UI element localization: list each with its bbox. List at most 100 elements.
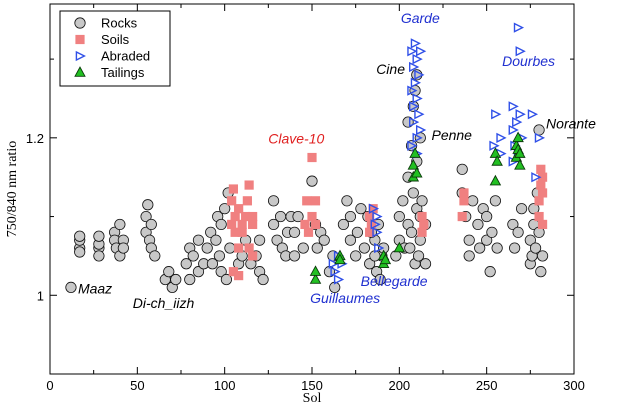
rocks-point-17 xyxy=(140,210,152,223)
soils-point-7 xyxy=(234,243,244,253)
abraded-point-6 xyxy=(370,219,381,230)
series-tailings xyxy=(309,131,526,284)
soils-point-18 xyxy=(300,219,310,230)
abraded-point-26 xyxy=(489,140,500,151)
soils-point-39 xyxy=(537,219,548,230)
rocks-point-142 xyxy=(374,273,386,286)
rocks-point-37 xyxy=(210,234,222,246)
soils-point-22 xyxy=(307,152,317,163)
rocks-point-80 xyxy=(364,258,376,270)
soils-point-13 xyxy=(244,180,254,190)
tailings-point-9 xyxy=(407,159,420,170)
tailings-point-14 xyxy=(489,174,502,186)
rocks-point-104 xyxy=(472,218,484,231)
rocks-point-56 xyxy=(271,234,283,246)
tailings-point-13 xyxy=(491,155,503,166)
annotation-penne: Penne xyxy=(431,127,472,143)
annotation-garde: Garde xyxy=(401,10,440,26)
annotation-guillaumes: Guillaumes xyxy=(310,290,380,306)
rocks-point-3 xyxy=(74,230,86,242)
rocks-point-76 xyxy=(351,226,364,238)
soils-point-4 xyxy=(230,227,240,237)
abraded-point-16 xyxy=(410,77,422,88)
soils-point-35 xyxy=(534,211,544,222)
soils-point-41 xyxy=(537,188,548,198)
rocks-point-75 xyxy=(350,250,362,262)
rocks-point-51 xyxy=(254,234,266,246)
tailings-point-7 xyxy=(393,241,406,253)
annotation-dourbes: Dourbes xyxy=(502,53,555,69)
abraded-point-21 xyxy=(414,69,425,80)
abraded-point-37 xyxy=(515,46,526,57)
rocks-point-24 xyxy=(163,266,175,278)
rocks-point-77 xyxy=(355,203,367,215)
abraded-point-20 xyxy=(414,109,425,120)
rocks-point-34 xyxy=(201,242,213,254)
x-tick-label-150: 150 xyxy=(301,378,323,393)
series-rocks xyxy=(65,69,549,294)
abraded-point-27 xyxy=(491,109,502,120)
rocks-point-74 xyxy=(344,210,357,223)
rocks-point-45 xyxy=(224,242,236,254)
rocks-point-102 xyxy=(463,250,475,262)
soils-point-38 xyxy=(536,164,546,174)
rocks-point-35 xyxy=(205,226,217,238)
soils-point-11 xyxy=(241,211,251,222)
abraded-point-9 xyxy=(374,242,385,254)
rocks-point-126 xyxy=(535,266,547,278)
rocks-point-42 xyxy=(219,203,231,215)
soils-point-30 xyxy=(417,211,427,222)
annotation-norante: Norante xyxy=(546,115,596,131)
rocks-point-72 xyxy=(341,195,353,207)
axes-layer: 0 50 100 150 200 250 300 1 1.2 xyxy=(26,4,585,393)
y-tick-label-1: 1 xyxy=(37,288,44,303)
rocks-point-101 xyxy=(463,234,475,246)
abraded-point-7 xyxy=(372,227,383,238)
rocks-point-103 xyxy=(467,195,479,207)
soils-point-31 xyxy=(419,219,429,230)
rocks-point-63 xyxy=(288,226,301,238)
rocks-point-27 xyxy=(180,258,192,270)
rocks-point-92 xyxy=(407,187,419,199)
legend-label-tailings: Tailings xyxy=(101,65,145,80)
rocks-point-62 xyxy=(288,250,301,262)
rocks-point-32 xyxy=(192,266,205,278)
abraded-point-34 xyxy=(512,116,523,128)
soils-point-10 xyxy=(237,219,247,230)
abraded-point-36 xyxy=(513,22,525,33)
annotation-bellegarde: Bellegarde xyxy=(361,273,428,289)
tailings-point-17 xyxy=(512,131,524,143)
rocks-point-15 xyxy=(117,242,129,254)
rocks-point-30 xyxy=(187,250,199,262)
points-layer xyxy=(65,22,549,294)
abraded-point-22 xyxy=(415,46,427,57)
rocks-point-109 xyxy=(484,266,496,278)
rocks-point-98 xyxy=(456,163,468,175)
soils-point-23 xyxy=(310,219,321,230)
x-tick-label-100: 100 xyxy=(214,378,236,393)
annotation-di-ch-iizh: Di-ch_iizh xyxy=(133,295,195,311)
tailings-point-1 xyxy=(309,265,322,276)
soils-point-3 xyxy=(228,184,238,194)
abraded-point-18 xyxy=(412,53,423,65)
rocks-point-22 xyxy=(149,250,161,262)
legend-label-abraded: Abraded xyxy=(101,49,150,64)
legend-tailings-marker-point-0 xyxy=(74,66,86,77)
rocks-point-122 xyxy=(529,242,542,254)
abraded-point-12 xyxy=(409,116,420,128)
rocks-point-64 xyxy=(292,210,304,223)
rocks-point-65 xyxy=(297,242,309,254)
soils-point-26 xyxy=(365,211,375,222)
soils-point-5 xyxy=(230,211,240,222)
rocks-point-138 xyxy=(416,195,428,207)
rocks-point-91 xyxy=(405,226,418,238)
y-axis-title: 750/840 nm ratio xyxy=(5,141,20,237)
rocks-point-112 xyxy=(491,242,503,254)
x-tick-label-0: 0 xyxy=(46,378,53,393)
legend-rocks-marker-point-0 xyxy=(74,17,86,29)
soils-point-1 xyxy=(227,196,237,206)
soils-point-17 xyxy=(248,251,258,261)
rocks-point-55 xyxy=(267,218,280,231)
